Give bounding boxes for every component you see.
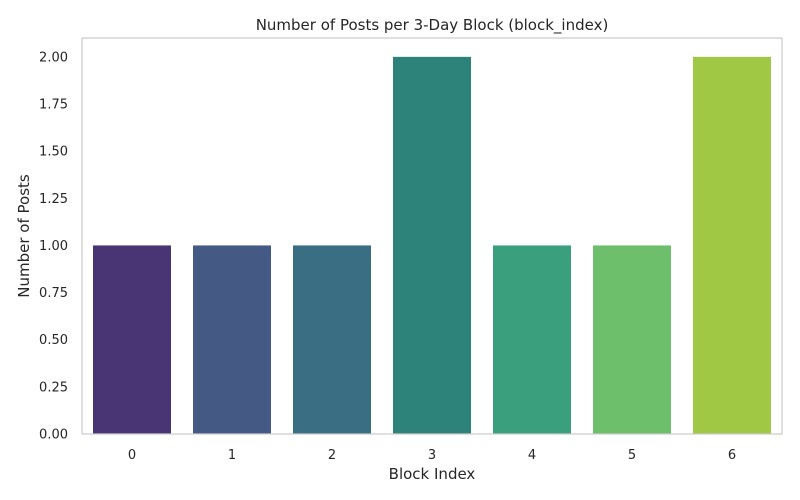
x-tick-label: 1 xyxy=(228,448,236,463)
bar-block-0 xyxy=(93,245,171,434)
y-axis-label: Number of Posts xyxy=(15,174,33,298)
plot-area-frame xyxy=(81,37,783,435)
bar-block-2 xyxy=(293,245,371,434)
x-tick-label: 3 xyxy=(428,448,436,463)
y-tick-label: 0.25 xyxy=(39,380,68,395)
bar-block-6 xyxy=(693,56,771,434)
bar-block-5 xyxy=(593,245,671,434)
y-tick-label: 1.00 xyxy=(39,239,68,254)
x-tick-labels: 0 1 2 3 4 5 6 xyxy=(128,448,736,463)
y-tick-label: 0.00 xyxy=(39,428,68,443)
y-tick-label: 1.25 xyxy=(39,192,68,207)
y-tick-label: 1.75 xyxy=(39,98,68,113)
y-tick-label: 0.75 xyxy=(39,286,68,301)
bar-block-1 xyxy=(193,245,271,434)
x-axis-label: Block Index xyxy=(389,465,476,483)
bar-block-3 xyxy=(393,56,471,434)
x-tick-label: 4 xyxy=(528,448,536,463)
y-tick-label: 1.50 xyxy=(39,145,68,160)
x-tick-label: 2 xyxy=(328,448,336,463)
bar-block-4 xyxy=(493,245,571,434)
chart-title: Number of Posts per 3-Day Block (block_i… xyxy=(256,16,609,35)
x-tick-label: 5 xyxy=(628,448,636,463)
y-tick-label: 0.50 xyxy=(39,333,68,348)
bars-group xyxy=(93,56,771,434)
y-tick-label: 2.00 xyxy=(39,50,68,65)
x-tick-label: 0 xyxy=(128,448,136,463)
x-tick-label: 6 xyxy=(728,448,736,463)
y-tick-labels: 0.00 0.25 0.50 0.75 1.00 1.25 1.50 1.75 2.00 xyxy=(39,50,68,442)
